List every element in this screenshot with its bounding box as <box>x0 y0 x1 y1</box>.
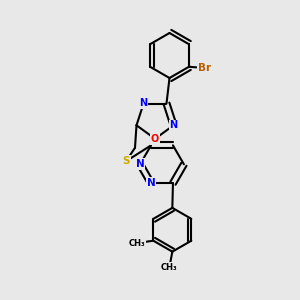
Text: S: S <box>122 156 130 166</box>
Text: N: N <box>147 178 155 188</box>
Text: Br: Br <box>198 63 211 73</box>
Text: N: N <box>140 98 148 109</box>
Text: O: O <box>151 134 159 144</box>
Text: CH₃: CH₃ <box>161 263 178 272</box>
Text: N: N <box>136 159 145 169</box>
Text: N: N <box>169 120 178 130</box>
Text: CH₃: CH₃ <box>129 238 145 247</box>
